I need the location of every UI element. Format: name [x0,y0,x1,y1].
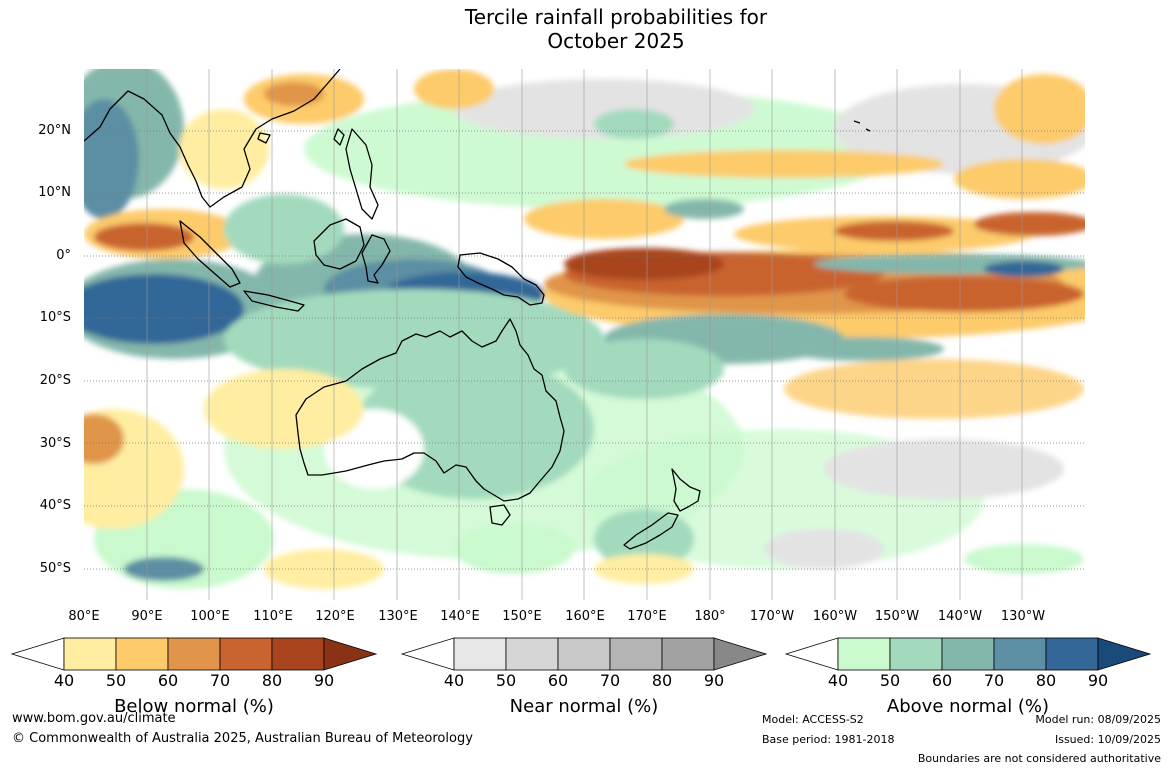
below-normal-colorbar [10,637,378,671]
colorbar-segment [271,637,325,671]
below-tick: 50 [105,671,127,690]
lat-label: 30°S [39,436,71,451]
colorbar-high-extension [1097,637,1152,671]
hainan-coastline [257,132,271,144]
below-tick: 80 [261,671,283,690]
lat-label: 10°S [39,310,71,325]
lon-label: 90°E [131,609,163,624]
lon-label: 160°E [565,609,605,624]
lon-label: 140°E [440,609,480,624]
below-tick: 60 [157,671,179,690]
below-tick: 40 [53,671,75,690]
lon-label: 120°E [315,609,355,624]
colorbar-segment [63,637,117,671]
lon-label: 130°W [1000,609,1046,624]
near-tick: 80 [651,671,673,690]
above-normal-colorbar [784,637,1152,671]
above-tick: 90 [1087,671,1109,690]
colorbar-segment [115,637,169,671]
above-tick: 50 [879,671,901,690]
australia-coastline [295,318,565,502]
below-tick: 70 [209,671,231,690]
taiwan-coastline [333,128,345,146]
colorbar-segment [1045,637,1099,671]
above-tick: 80 [1035,671,1057,690]
lon-label: 110°E [253,609,293,624]
asia-coastline [84,69,341,208]
lat-label: 50°S [39,561,71,576]
lat-label: 40°S [39,498,71,513]
website-link[interactable]: www.bom.gov.au/climate [12,711,176,726]
lat-label: 20°S [39,373,71,388]
lon-label: 160°W [812,609,858,624]
sulawesi-coastline [361,234,391,284]
below-tick: 90 [313,671,335,690]
new-guinea-coastline [457,252,545,306]
near-tick: 50 [495,671,517,690]
colorbar-segment [219,637,273,671]
borneo-coastline [313,218,365,270]
colorbar-segment [167,637,221,671]
near-tick: 40 [443,671,465,690]
lon-label: 80°E [68,609,100,624]
above-tick: 70 [983,671,1005,690]
lon-label: 150°W [874,609,920,624]
rainfall-probability-map [84,69,1085,600]
near-tick: 70 [599,671,621,690]
above-normal-title: Above normal (%) [886,696,1050,717]
coastlines [84,69,871,550]
grid-lines [84,130,1085,570]
colorbar-segment [837,637,891,671]
colorbar-segment [505,637,559,671]
lon-label: 130°E [378,609,418,624]
colorbar-high-extension [713,637,768,671]
probability-fields [84,69,1085,589]
model-text: Model: ACCESS-S2 [762,713,864,726]
sumatra-coastline [179,220,241,288]
above-tick: 60 [931,671,953,690]
lat-label: 20°N [38,123,71,138]
above-tick: 40 [827,671,849,690]
map-canvas [84,69,1085,600]
lon-label: 150°E [502,609,542,624]
colorbar-segment [941,637,995,671]
near-tick: 60 [547,671,569,690]
near-tick: 90 [703,671,725,690]
colorbar-low-extension [784,637,839,671]
chart-title-line2: October 2025 [547,29,685,53]
philippines-coastline [345,128,379,220]
colorbar-high-extension [323,637,378,671]
nz-north-coastline [671,468,701,512]
lon-label: 170°E [627,609,667,624]
lon-label: 140°W [937,609,983,624]
java-coastline [243,290,305,312]
chart-title-line1: Tercile rainfall probabilities for [464,5,768,29]
below-normal-title: Below normal (%) [114,696,274,717]
colorbar-segment [661,637,715,671]
colorbar-low-extension [400,637,455,671]
colorbar-segment [453,637,507,671]
tasmania-coastline [489,504,511,526]
issued-text: Issued: 10/09/2025 [1054,733,1161,746]
colorbar-low-extension [10,637,65,671]
lon-label: 180° [694,609,726,624]
near-normal-colorbar [400,637,768,671]
model-run-text: Model run: 08/09/2025 [1035,713,1161,726]
lat-label: 10°N [38,185,71,200]
colorbar-segment [609,637,663,671]
near-normal-title: Near normal (%) [509,696,659,717]
lat-label: 0° [56,248,71,263]
base-period-text: Base period: 1981-2018 [762,733,895,746]
nz-south-coastline [623,512,679,550]
colorbar-segment [993,637,1047,671]
copyright-text: © Commonwealth of Australia 2025, Austra… [12,731,473,746]
disclaimer-text: Boundaries are not considered authoritat… [917,752,1161,765]
lon-label: 100°E [190,609,230,624]
hawaii-coastline [853,120,871,132]
colorbar-segment [557,637,611,671]
lon-label: 170°W [749,609,795,624]
colorbar-segment [889,637,943,671]
